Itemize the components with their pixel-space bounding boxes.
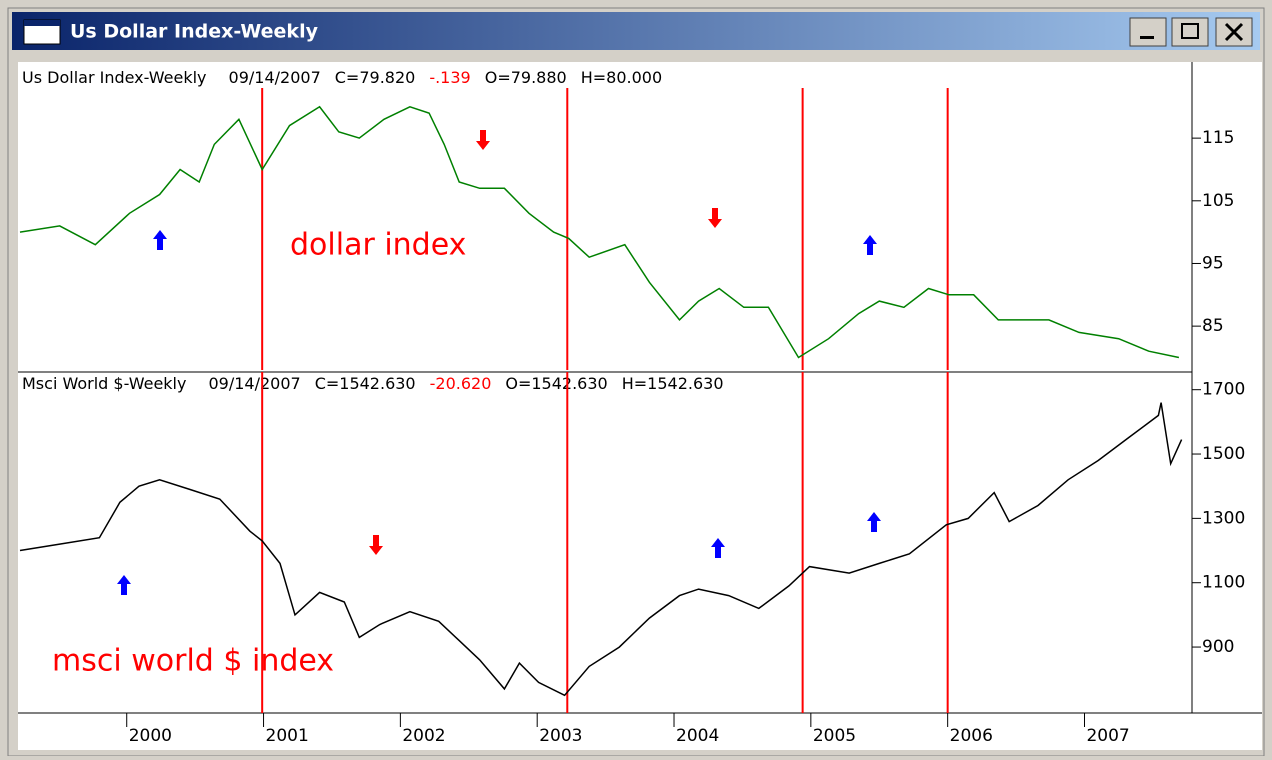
x-tick-label: 2003 — [539, 726, 582, 746]
price-line — [19, 105, 1180, 359]
y-tick-label: 105 — [1202, 191, 1234, 211]
x-tick-label: 2005 — [813, 726, 856, 746]
x-tick-label: 2000 — [129, 726, 172, 746]
window-icon-bar — [24, 20, 60, 26]
header-close: C=1542.630 — [315, 374, 416, 393]
title-bar — [12, 12, 1260, 50]
x-tick-label: 2004 — [676, 726, 719, 746]
close-icon — [1224, 22, 1244, 42]
annotation: msci world $ index — [52, 644, 334, 679]
x-tick-label: 2001 — [266, 726, 309, 746]
price-line — [19, 402, 1183, 697]
header-open: O=79.880 — [485, 68, 567, 87]
header-high: H=80.000 — [581, 68, 662, 87]
header-date: 09/14/2007 — [229, 68, 321, 87]
y-tick-label: 115 — [1202, 128, 1234, 148]
y-tick-label: 900 — [1202, 637, 1234, 657]
header-open: O=1542.630 — [505, 374, 607, 393]
x-tick-label: 2006 — [950, 726, 993, 746]
header: Msci World $-Weekly 09/14/2007 C=1542.630-… — [22, 374, 724, 393]
y-tick-label: 95 — [1202, 253, 1224, 273]
header-date: 09/14/2007 — [208, 374, 300, 393]
maximize-icon — [1181, 23, 1199, 39]
y-tick-label: 1500 — [1202, 444, 1245, 464]
header-name: Msci World $-Weekly — [22, 374, 186, 393]
window-title: Us Dollar Index-Weekly — [70, 21, 319, 43]
x-tick-label: 2002 — [402, 726, 445, 746]
header-close: C=79.820 — [335, 68, 416, 87]
header-change: -.139 — [429, 68, 470, 87]
y-tick-label: 1700 — [1202, 380, 1245, 400]
plot-area — [18, 62, 1262, 750]
y-tick-label: 1300 — [1202, 508, 1245, 528]
header-name: Us Dollar Index-Weekly — [22, 68, 207, 87]
maximize-button[interactable] — [1171, 17, 1209, 47]
minimize-icon — [1140, 36, 1154, 39]
header: Us Dollar Index-Weekly 09/14/2007 C=79.820… — [22, 68, 662, 87]
annotation: dollar index — [290, 228, 466, 263]
minimize-button[interactable] — [1129, 17, 1167, 47]
window-buttons — [1129, 17, 1253, 47]
header-high: H=1542.630 — [622, 374, 724, 393]
header-change: -20.620 — [430, 374, 492, 393]
x-tick-label: 2007 — [1086, 726, 1129, 746]
y-tick-label: 85 — [1202, 316, 1224, 336]
y-tick-label: 1100 — [1202, 573, 1245, 593]
